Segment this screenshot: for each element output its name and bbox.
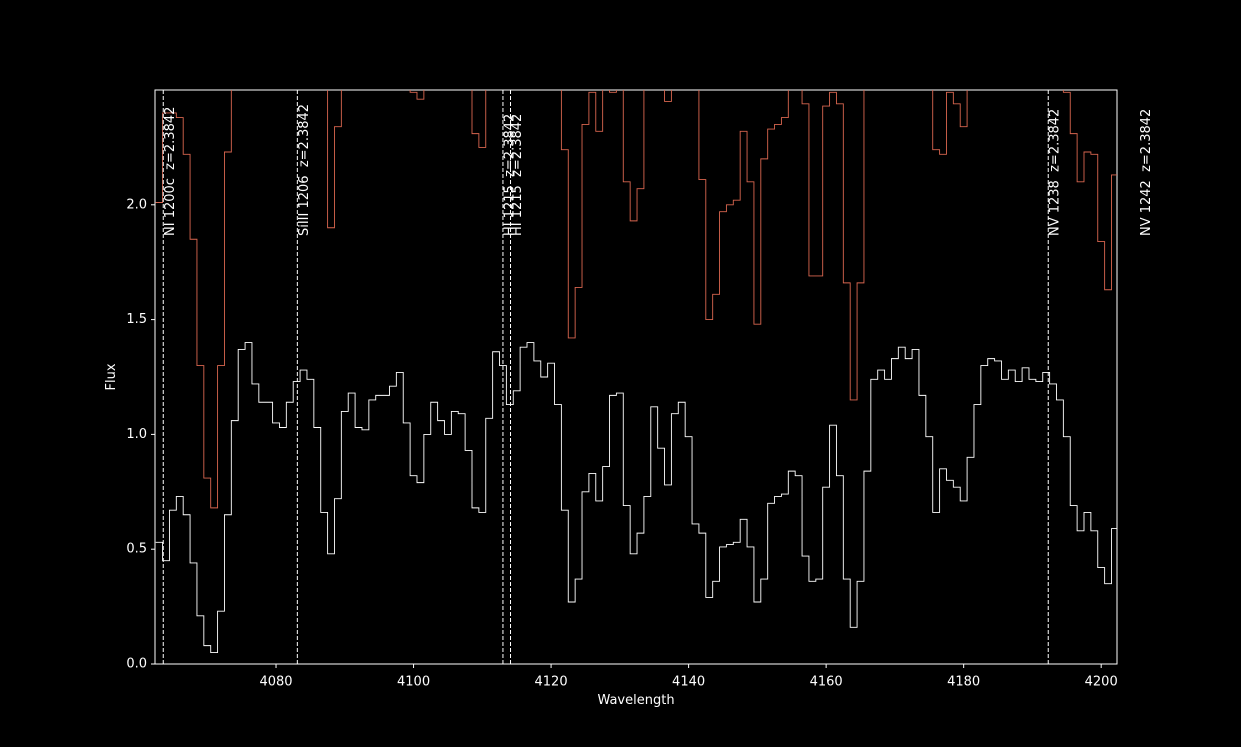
y-tick-label: 1.5 xyxy=(126,312,147,327)
marker-label: NV 1238 z=2.3842 xyxy=(1048,109,1063,236)
y-axis-label: Flux xyxy=(104,363,119,390)
marker-label: NI 1200c z=2.3842 xyxy=(163,107,178,236)
x-tick-label: 4160 xyxy=(810,675,843,690)
x-tick-label: 4080 xyxy=(259,675,292,690)
x-tick-label: 4120 xyxy=(535,675,568,690)
spectrum-line xyxy=(155,342,1117,653)
y-tick-label: 0.5 xyxy=(126,542,147,557)
spectrum-line xyxy=(155,90,1117,509)
plot-layer xyxy=(155,90,1117,664)
marker-label: NV 1242 z=2.3842 xyxy=(1139,109,1154,236)
plot-area xyxy=(154,89,1118,665)
marker-label: SiIII 1206 z=2.3842 xyxy=(297,104,312,236)
x-tick-label: 4200 xyxy=(1085,675,1118,690)
marker-label: HI 1215 z=2.3842 xyxy=(510,114,525,236)
overlay-layer: 4080 4100 4120 4140 4160 4180 4200 0.0 0.5 1.0 1.5… xyxy=(126,104,1154,690)
x-tick-label: 4100 xyxy=(397,675,430,690)
marker-label: HI 1215 z=2.3842 xyxy=(502,114,517,236)
x-tick-label: 4140 xyxy=(672,675,705,690)
x-axis-label: Wavelength xyxy=(597,693,674,708)
y-tick-label: 1.0 xyxy=(126,427,147,442)
y-tick-label: 0.0 xyxy=(126,657,147,672)
x-tick-label: 4180 xyxy=(947,675,980,690)
y-tick-label: 2.0 xyxy=(126,197,147,212)
